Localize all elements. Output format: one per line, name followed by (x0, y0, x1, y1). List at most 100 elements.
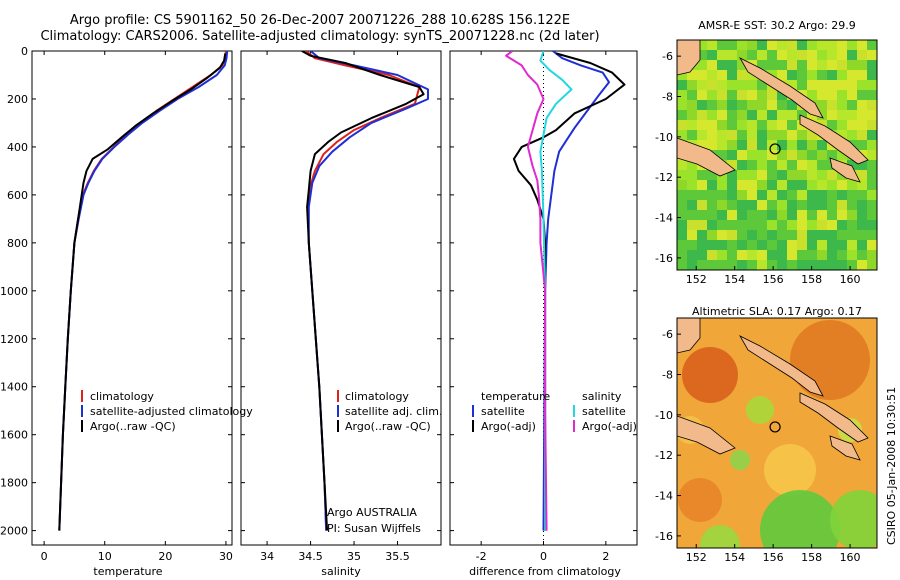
sst-cell (757, 250, 767, 260)
sst-cell (717, 100, 727, 110)
legend-swatch-sal-satellite (573, 405, 575, 417)
legend-swatch-sal-argo (573, 420, 575, 432)
sst-cell (677, 220, 687, 230)
sst-cell (767, 50, 777, 60)
sst-cell (827, 230, 837, 240)
sst-cell (817, 250, 827, 260)
land-new-britain (677, 40, 701, 76)
sst-cell (707, 230, 717, 240)
sst-cell (807, 220, 817, 230)
sst-cell (717, 240, 727, 250)
sla-map-title: Altimetric SLA: 0.17 Argo: 0.17 (692, 305, 862, 318)
sst-cell (727, 100, 737, 110)
sst-cell (817, 50, 827, 60)
x-tick-label: 30 (219, 550, 233, 563)
sst-cell (797, 180, 807, 190)
sst-cell (677, 180, 687, 190)
sst-cell (677, 260, 687, 270)
sst-cell (837, 60, 847, 70)
sst-cell (797, 40, 807, 50)
sst-cell (687, 170, 697, 180)
sst-cell (717, 150, 727, 160)
sst-cell (737, 100, 747, 110)
sst-cell (807, 160, 817, 170)
sst-cell (717, 130, 727, 140)
sst-cell (707, 70, 717, 80)
sst-cell (697, 80, 707, 90)
map-x-tick-label: 152 (686, 273, 707, 286)
sst-cell (807, 150, 817, 160)
sst-cell (837, 250, 847, 260)
sst-cell (697, 200, 707, 210)
sst-cell (837, 260, 847, 270)
sst-cell (747, 80, 757, 90)
sst-cell (727, 250, 737, 260)
x-tick-label: 0 (41, 550, 48, 563)
sst-cell (677, 130, 687, 140)
series-argo (301, 51, 425, 531)
sst-map (677, 40, 877, 270)
sst-cell (857, 190, 867, 200)
sst-cell (817, 200, 827, 210)
sst-cell (847, 40, 857, 50)
sst-cell (837, 120, 847, 130)
sst-map-title: AMSR-E SST: 30.2 Argo: 29.9 (698, 19, 856, 32)
legend-salinity-title: salinity (582, 390, 622, 403)
sst-cell (727, 130, 737, 140)
sst-cell (827, 180, 837, 190)
sst-cell (827, 190, 837, 200)
sst-cell (807, 250, 817, 260)
temperature-profiles (58, 51, 229, 531)
sst-cell (797, 50, 807, 60)
sst-cell (787, 200, 797, 210)
sst-cell (797, 240, 807, 250)
legend-swatch-argo (337, 420, 339, 432)
sst-cell (807, 130, 817, 140)
sst-cell (857, 210, 867, 220)
sst-cell (817, 100, 827, 110)
sst-cell (827, 250, 837, 260)
sst-cell (757, 160, 767, 170)
sst-cell (697, 110, 707, 120)
argo-location-marker (769, 421, 781, 433)
sst-cell (767, 160, 777, 170)
sst-cell (867, 40, 877, 50)
x-tick-label: 10 (98, 550, 112, 563)
sst-cell (787, 260, 797, 270)
sst-cell (727, 260, 737, 270)
sst-cell (677, 70, 687, 80)
sst-cell (767, 150, 777, 160)
sst-cell (817, 110, 827, 120)
sst-cell (787, 150, 797, 160)
sst-cell (747, 230, 757, 240)
map-y-tick-label: -12 (655, 449, 673, 462)
legend-sal-argo: Argo(-adj) (582, 420, 637, 433)
sst-cell (857, 50, 867, 60)
land-solomon-islands (799, 114, 869, 165)
sst-cell (757, 200, 767, 210)
sst-cell (687, 110, 697, 120)
sst-cell (727, 120, 737, 130)
sst-cell (687, 210, 697, 220)
sst-cell (787, 230, 797, 240)
sst-cell (707, 200, 717, 210)
sst-cell (707, 140, 717, 150)
map-y-tick-label: -14 (655, 490, 673, 503)
sst-cell (797, 60, 807, 70)
sst-cell (857, 100, 867, 110)
sst-cell (717, 90, 727, 100)
sst-cell (807, 260, 817, 270)
sst-cell (697, 220, 707, 230)
sst-cell (817, 190, 827, 200)
sst-cell (707, 120, 717, 130)
sst-cell (837, 70, 847, 80)
sst-cell (757, 150, 767, 160)
sst-cell (737, 160, 747, 170)
x-tick-label: 20 (158, 550, 172, 563)
sst-cell (847, 240, 857, 250)
sst-cell (747, 90, 757, 100)
sst-cell (857, 170, 867, 180)
sst-cell (777, 60, 787, 70)
sst-cell (807, 140, 817, 150)
difference-profiles (505, 51, 626, 545)
